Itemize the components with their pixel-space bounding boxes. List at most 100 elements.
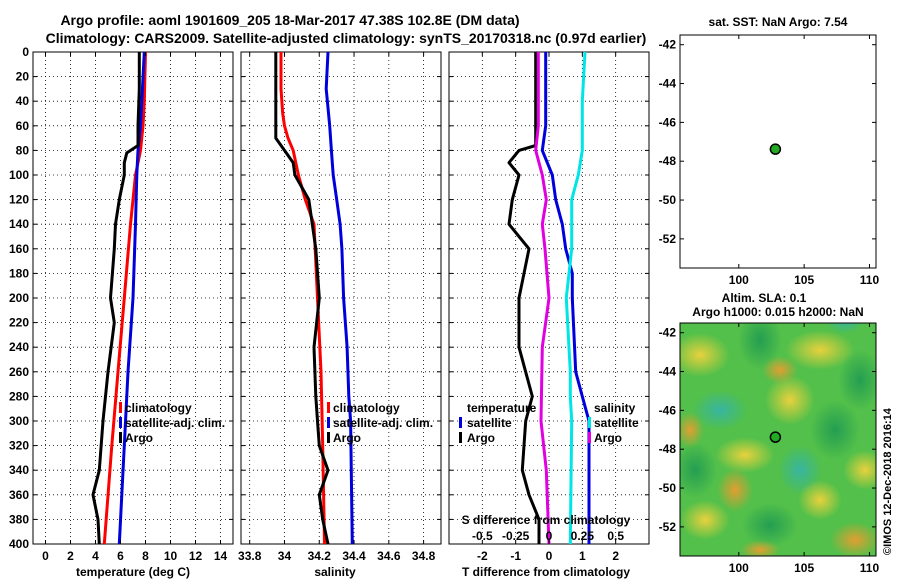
figure-title-line-1: Argo profile: aoml 1901609_205 18-Mar-20… bbox=[60, 12, 519, 28]
x-tick-label: 8 bbox=[142, 549, 149, 563]
sla-map-panel: Altim. SLA: 0.1 Argo h1000: 0.015 h2000:… bbox=[659, 291, 894, 575]
legend-swatch-t-satellite bbox=[459, 417, 462, 428]
legend-swatch-satellite bbox=[327, 417, 330, 428]
map-x-tick-label: 110 bbox=[860, 561, 880, 575]
depth-tick-label: 40 bbox=[16, 94, 30, 108]
temperature-panel: 0 2 4 6 8 10 12 14 temperature (deg C) climatol… bbox=[32, 51, 234, 579]
legend-swatch-argo bbox=[119, 432, 122, 443]
depth-tick-label: 0 bbox=[22, 45, 29, 59]
sla-map-ticks: 100 105 110 -42 -44 -46 -48 -50 -52 bbox=[659, 323, 880, 575]
legend-label-s-satellite: satellite bbox=[594, 416, 639, 430]
map-y-tick-label: -42 bbox=[659, 326, 677, 340]
x-tick-label: 2 bbox=[67, 549, 74, 563]
difference-series bbox=[507, 51, 591, 545]
climatology-line bbox=[279, 52, 326, 545]
x-tick-label: 10 bbox=[164, 549, 178, 563]
t-difference-axis-label: T difference from climatology bbox=[462, 565, 630, 579]
argo-location-point bbox=[769, 143, 782, 155]
sst-map-title: sat. SST: NaN Argo: 7.54 bbox=[709, 15, 848, 29]
s-tick-label: 0.25 bbox=[571, 529, 595, 543]
depth-tick-label: 400 bbox=[9, 537, 29, 551]
x-tick-label: 0 bbox=[42, 549, 49, 563]
x-tick-label: 12 bbox=[189, 549, 203, 563]
map-y-tick-label: -48 bbox=[659, 442, 677, 456]
imos-credit: ©IMOS 12-Dec-2018 2016:14 bbox=[882, 407, 894, 555]
s-tick-label: -0.25 bbox=[502, 529, 530, 543]
salinity-legend: climatology satellite-adj. clim. Argo bbox=[327, 401, 433, 445]
argo-line bbox=[91, 52, 141, 545]
temperature-axis-label: temperature (deg C) bbox=[76, 565, 190, 579]
salinity-ticks: 33.8 34 34.2 34.4 34.6 34.8 bbox=[238, 52, 436, 563]
s-tick-label: 0 bbox=[546, 529, 553, 543]
sla-map-title-line-2: Argo h1000: 0.015 h2000: NaN bbox=[692, 305, 863, 319]
depth-tick-label: 360 bbox=[9, 488, 29, 502]
depth-tick-label: 260 bbox=[9, 365, 29, 379]
x-tick-label: 1 bbox=[579, 549, 586, 563]
depth-tick-label: 180 bbox=[9, 266, 29, 280]
depth-tick-label: 340 bbox=[9, 463, 29, 477]
map-y-tick-label: -52 bbox=[659, 232, 677, 246]
legend-swatch-climatology bbox=[119, 402, 122, 413]
depth-tick-label: 380 bbox=[9, 512, 29, 526]
sla-map-points bbox=[769, 431, 782, 443]
salinity-grid bbox=[241, 52, 441, 544]
satellite-adj-line bbox=[117, 51, 146, 545]
map-y-tick-label: -50 bbox=[659, 193, 677, 207]
s-difference-axis-label: S difference from climatology bbox=[462, 513, 631, 527]
map-y-tick-label: -44 bbox=[659, 365, 677, 379]
legend-label-satellite: satellite-adj. clim. bbox=[333, 416, 433, 430]
salinity-difference-legend: salinity satellite Argo bbox=[588, 401, 639, 445]
depth-tick-label: 80 bbox=[16, 143, 30, 157]
depth-tick-labels: 0 20 40 60 80 100 120 140 160 180 200 220 240 260 280 3… bbox=[9, 45, 29, 551]
temperature-series bbox=[91, 51, 147, 545]
difference-ticks: -2 -1 0 1 2 -0.5 -0.25 0 0.25 0.5 bbox=[472, 52, 624, 563]
x-tick-label: 34.6 bbox=[377, 549, 401, 563]
salinity-panel: 33.8 34 34.2 34.4 34.6 34.8 salinity climatol… bbox=[238, 51, 442, 579]
legend-label-argo: Argo bbox=[125, 431, 153, 445]
t-diff-argo-line bbox=[507, 52, 541, 544]
map-x-tick-label: 105 bbox=[794, 273, 814, 287]
legend-label-climatology: climatology bbox=[125, 401, 192, 415]
x-tick-label: 14 bbox=[214, 549, 228, 563]
map-y-tick-label: -48 bbox=[659, 154, 677, 168]
x-tick-label: 33.8 bbox=[238, 549, 262, 563]
legend-label-argo: Argo bbox=[333, 431, 361, 445]
map-y-tick-label: -42 bbox=[659, 38, 677, 52]
x-tick-label: 34.4 bbox=[342, 549, 366, 563]
map-x-tick-label: 110 bbox=[860, 273, 880, 287]
climatology-line bbox=[102, 51, 147, 545]
legend-swatch-argo bbox=[327, 432, 330, 443]
legend-swatch-t-argo bbox=[459, 432, 462, 443]
difference-panel: -2 -1 0 1 2 -0.5 -0.25 0 0.25 0.5 T difference fr… bbox=[448, 51, 650, 579]
argo-location-point bbox=[769, 431, 782, 443]
legend-swatch-s-argo bbox=[588, 432, 591, 443]
map-x-tick-label: 100 bbox=[729, 561, 749, 575]
legend-label-t-satellite: satellite bbox=[467, 416, 512, 430]
temperature-ticks: 0 2 4 6 8 10 12 14 bbox=[42, 52, 227, 563]
legend-label-t-argo: Argo bbox=[467, 431, 495, 445]
temperature-difference-legend: temperature satellite Argo bbox=[459, 401, 537, 445]
depth-tick-label: 100 bbox=[9, 168, 29, 182]
map-y-tick-label: -50 bbox=[659, 481, 677, 495]
map-x-tick-label: 105 bbox=[794, 561, 814, 575]
x-tick-label: 6 bbox=[117, 549, 124, 563]
salinity-series bbox=[274, 51, 354, 545]
argo-line bbox=[274, 52, 330, 545]
depth-tick-label: 20 bbox=[16, 70, 30, 84]
x-tick-label: 0 bbox=[546, 549, 553, 563]
legend-title-temperature: temperature bbox=[467, 401, 537, 415]
s-diff-satellite-line bbox=[564, 51, 587, 545]
legend-swatch-s-satellite bbox=[588, 417, 591, 428]
x-tick-label: -2 bbox=[477, 549, 488, 563]
depth-tick-label: 160 bbox=[9, 242, 29, 256]
x-tick-label: 34 bbox=[278, 549, 292, 563]
legend-swatch-satellite bbox=[119, 417, 122, 428]
map-y-tick-label: -44 bbox=[659, 77, 677, 91]
legend-label-s-argo: Argo bbox=[594, 431, 622, 445]
depth-tick-label: 220 bbox=[9, 316, 29, 330]
depth-tick-label: 280 bbox=[9, 389, 29, 403]
depth-tick-label: 120 bbox=[9, 193, 29, 207]
figure-title-line-2: Climatology: CARS2009. Satellite-adjuste… bbox=[46, 30, 647, 46]
salinity-axis-label: salinity bbox=[314, 565, 356, 579]
